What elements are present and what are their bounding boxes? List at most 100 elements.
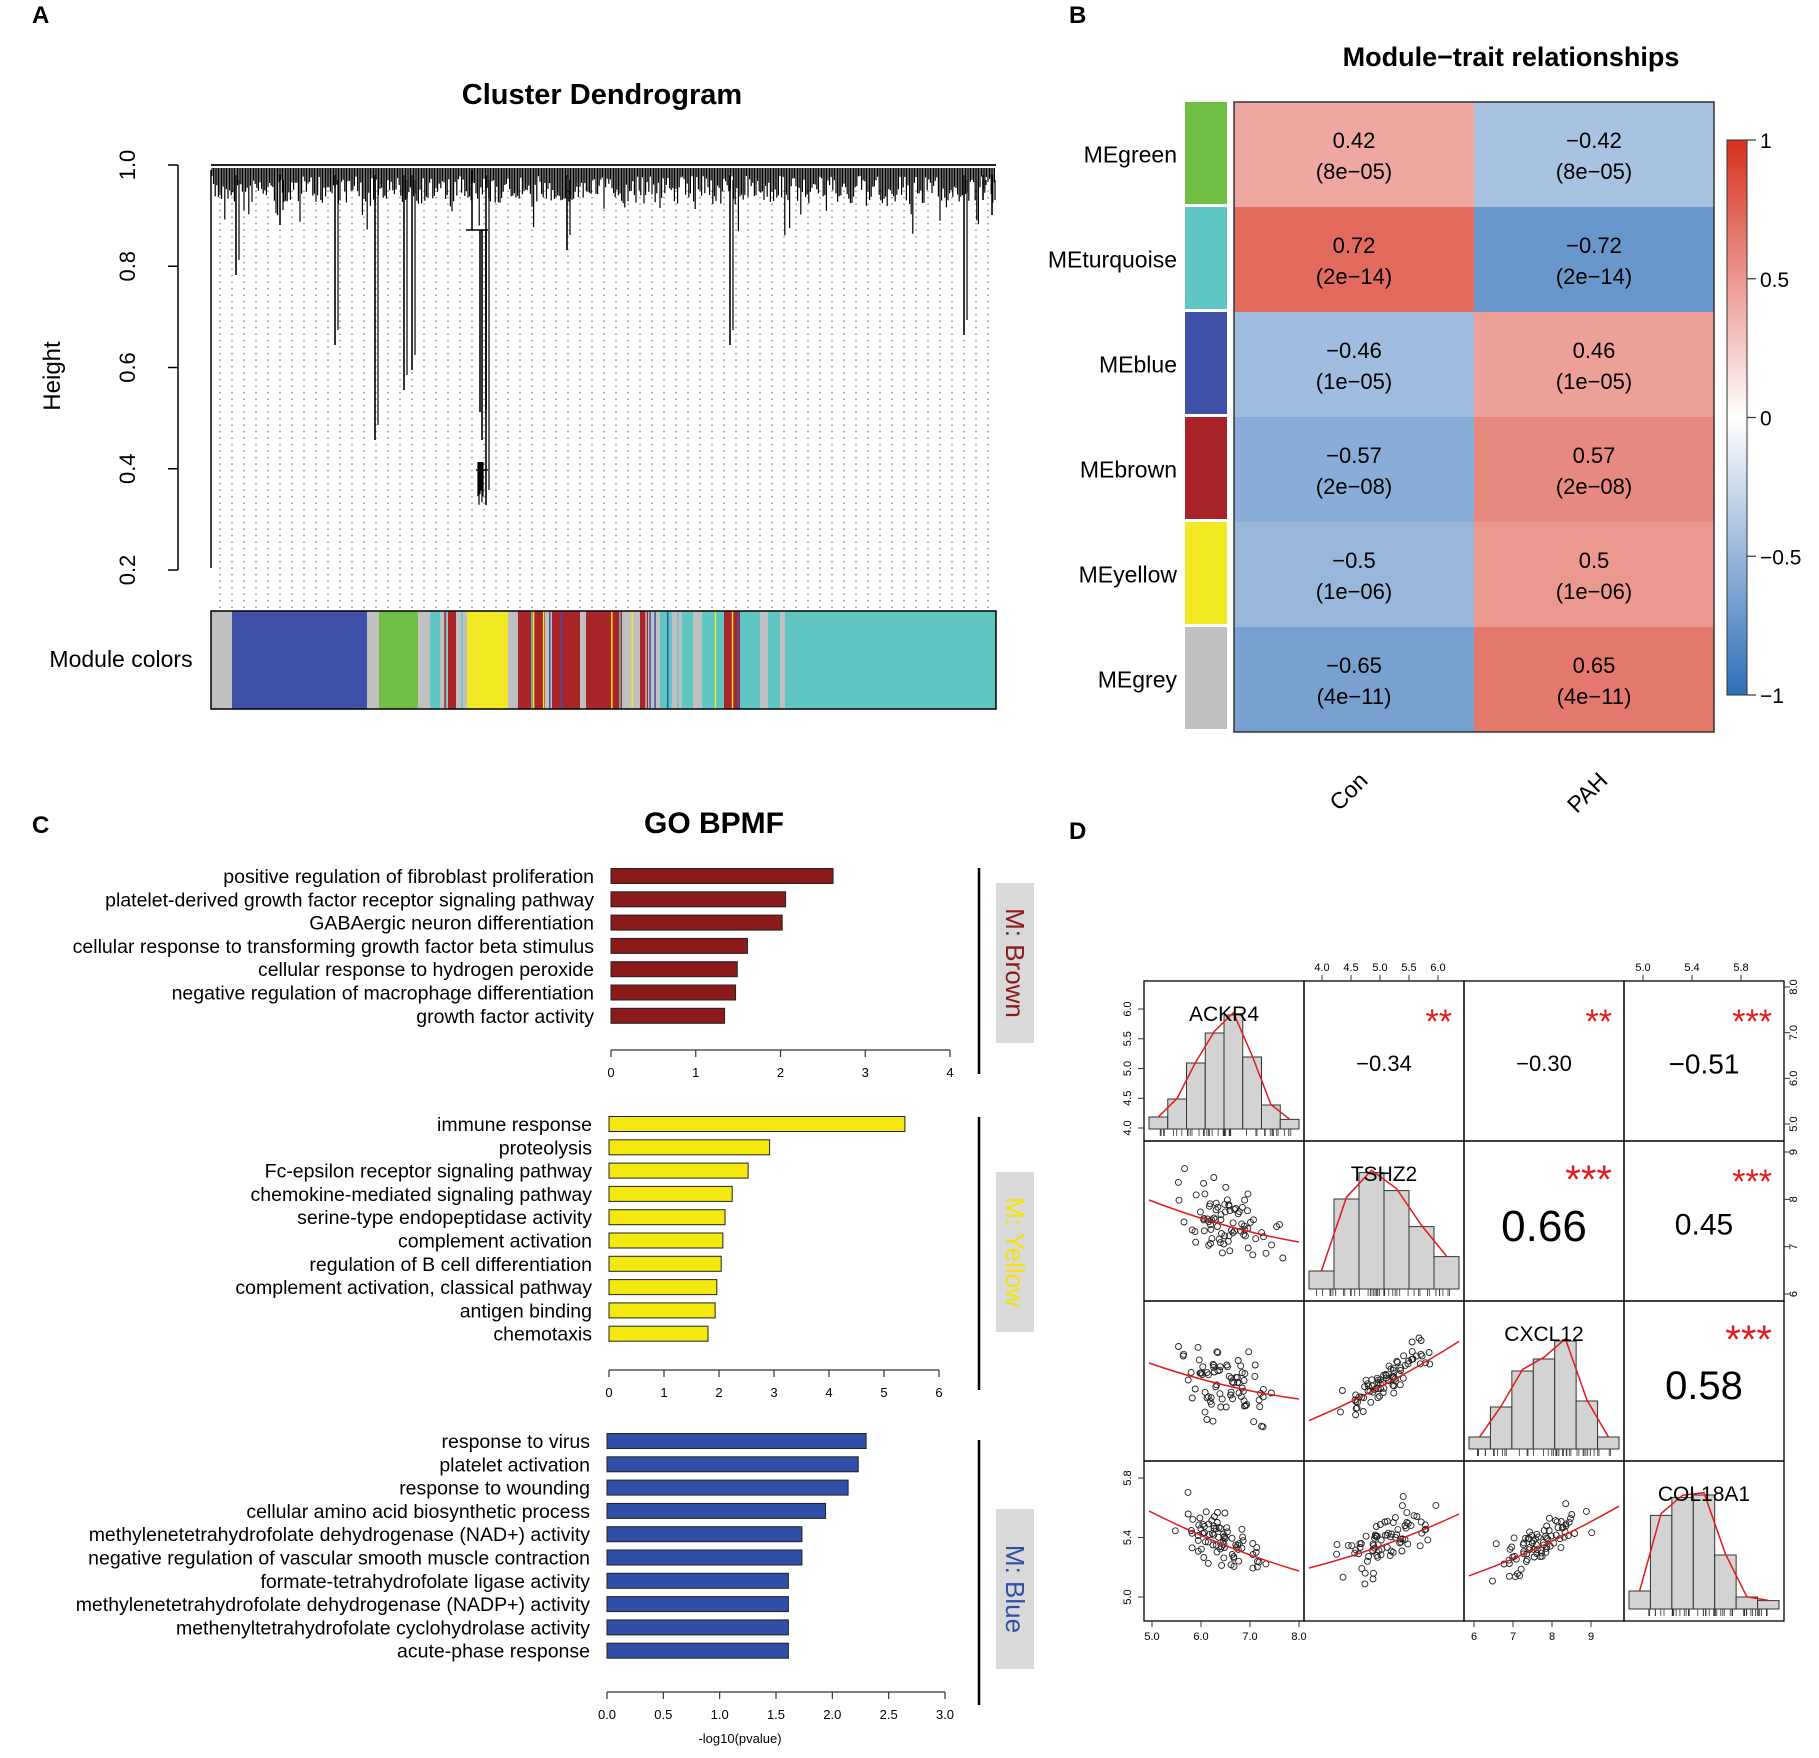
variable-label: COL18A1 — [1658, 1483, 1750, 1506]
correlation-value: −0.34 — [1356, 1051, 1412, 1076]
module-stripe-yellow — [714, 611, 717, 709]
loess-fit-line — [1148, 1510, 1300, 1572]
module-label: M: Yellow — [1000, 1197, 1030, 1307]
heatmap-cell — [1474, 417, 1714, 522]
histogram: COL18A1 — [1628, 1483, 1780, 1616]
significance-stars: *** — [1732, 1163, 1772, 1201]
scatter-points — [1174, 1165, 1287, 1262]
heatmap-cell-value: 0.5 — [1579, 548, 1610, 573]
go-bar — [610, 961, 738, 978]
heatmap-cell-value: 0.57 — [1573, 443, 1616, 468]
go-bar — [608, 1209, 726, 1226]
heatmap-cell — [1474, 207, 1714, 312]
go-bar — [610, 984, 737, 1001]
module-segment-grey — [545, 611, 552, 709]
scatter-cell — [1148, 1165, 1300, 1262]
module-bar-frame — [210, 610, 997, 710]
x-tick-label: 3 — [770, 1385, 777, 1400]
color-scale-tick-label: 0.5 — [1760, 269, 1789, 292]
module-stripe-turquoise — [461, 611, 463, 709]
axis-tick-label: 5.5 — [1401, 962, 1416, 974]
module-label: M: Blue — [1000, 1545, 1030, 1633]
heatmap-row-label: MEgreen — [1084, 142, 1177, 168]
go-title: GO BPMF — [644, 807, 784, 840]
go-bar — [606, 1549, 803, 1566]
histogram-bar — [1433, 1256, 1460, 1290]
scatter-points — [1333, 1493, 1440, 1588]
x-tick-label: 2 — [777, 1065, 784, 1080]
module-stripe-yellow — [532, 611, 535, 709]
axis-tick-label: 7 — [1510, 1631, 1516, 1643]
heatmap-cell-pvalue: (1e−06) — [1316, 579, 1392, 604]
heatmap-cell — [1234, 102, 1474, 207]
rug-marks — [1316, 1289, 1450, 1296]
bottom-axis-ackr4: 5.0 6.0 7.0 8.0 — [1144, 1621, 1307, 1643]
variable-label: ACKR4 — [1189, 1003, 1259, 1026]
go-bar — [606, 1433, 867, 1449]
heatmap-frame — [1233, 101, 1715, 733]
dendrogram-title: Cluster Dendrogram — [462, 79, 742, 111]
axis-tick-label: 4.0 — [1122, 1120, 1134, 1135]
go-term-label: acute-phase response — [397, 1641, 590, 1663]
heatmap-cell-pvalue: (2e−08) — [1556, 474, 1632, 499]
module-segment-grey — [367, 611, 379, 709]
x-tick-label: 2 — [715, 1385, 722, 1400]
heatmap-cell-value: −0.72 — [1566, 233, 1622, 258]
axis-tick-label: 6 — [1788, 1291, 1800, 1297]
module-stripe-grey — [696, 611, 699, 709]
density-curve — [1479, 1337, 1609, 1438]
module-stripe-yellow — [542, 611, 545, 709]
module-stripe-grey — [645, 611, 647, 709]
axis-tick-label: 6.0 — [1788, 1071, 1800, 1086]
pairs-cell — [1463, 1460, 1625, 1622]
histogram-bar — [1333, 1198, 1360, 1290]
color-scale-tick-label: 0 — [1760, 408, 1772, 431]
density-curve — [1157, 1011, 1291, 1120]
axis-tick-label: 5.0 — [1788, 1116, 1800, 1131]
go-term-label: methylenetetrahydrofolate dehydrogenase … — [89, 1524, 591, 1546]
correlation-value: −0.30 — [1516, 1051, 1572, 1076]
go-term-label: negative regulation of macrophage differ… — [172, 983, 594, 1005]
scatter-points — [1489, 1500, 1596, 1585]
heatmap-cell-pvalue: (2e−14) — [1556, 264, 1632, 289]
heatmap-cell-value: −0.65 — [1326, 653, 1382, 678]
go-term-label: Fc-epsilon receptor signaling pathway — [265, 1161, 593, 1183]
color-scale-bar — [1726, 139, 1748, 696]
scatter-cell — [1308, 1493, 1460, 1588]
module-segment-green — [379, 611, 418, 709]
x-tick-label: 0.0 — [598, 1707, 616, 1722]
module-segment-grey — [211, 611, 232, 709]
scatter-points — [1175, 1343, 1275, 1431]
rug-marks — [1159, 1129, 1292, 1136]
panel-letter-a: A — [32, 2, 50, 29]
pairs-cell — [1143, 1300, 1305, 1462]
heatmap-cell-pvalue: (4e−11) — [1557, 684, 1632, 709]
histogram-bar — [1204, 1032, 1225, 1130]
go-term-label: complement activation — [398, 1231, 592, 1253]
x-axis-title: -log10(pvalue) — [698, 1731, 781, 1746]
go-term-label: complement activation, classical pathway — [235, 1277, 592, 1299]
scatter-points — [1337, 1334, 1434, 1419]
module-color-swatch — [1185, 627, 1227, 729]
axis-tick-label: 7 — [1788, 1244, 1800, 1250]
axis-tick-label: 4.5 — [1122, 1091, 1134, 1106]
go-term-label: chemokine-mediated signaling pathway — [251, 1184, 593, 1206]
go-term-label: antigen binding — [460, 1300, 592, 1322]
color-scale-tick-label: −1 — [1760, 685, 1784, 708]
histogram-bar — [1261, 1104, 1281, 1130]
go-bar — [608, 1139, 771, 1156]
module-segment-grey — [648, 611, 660, 709]
axis-tick-label: 9 — [1588, 1631, 1594, 1643]
heatmap-cell-pvalue: (2e−08) — [1316, 474, 1392, 499]
loess-fit-line — [1308, 1340, 1460, 1422]
histogram-bar — [1554, 1340, 1577, 1450]
histogram-bar — [1279, 1118, 1300, 1130]
panel-letter-d: D — [1069, 818, 1087, 845]
histogram-bar — [1757, 1600, 1780, 1610]
correlation-value: 0.45 — [1675, 1209, 1733, 1242]
axis-tick-label: 6.0 — [1122, 1001, 1134, 1016]
x-tick-label: 1 — [692, 1065, 699, 1080]
bottom-axis-cxcl12: 6 7 8 9 — [1471, 1621, 1594, 1643]
x-tick-label: 0.5 — [654, 1707, 672, 1722]
